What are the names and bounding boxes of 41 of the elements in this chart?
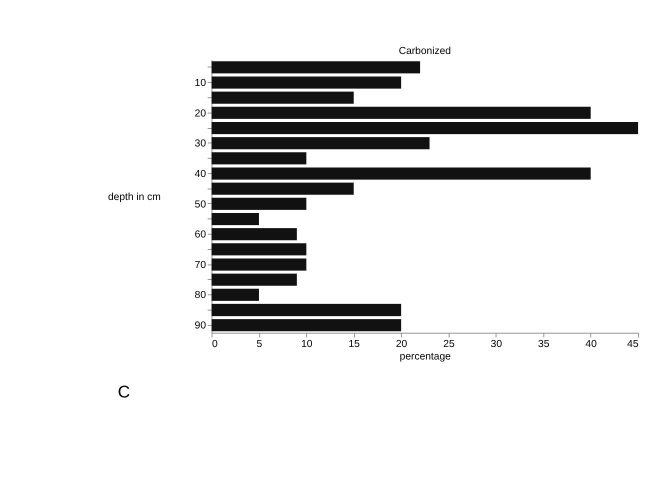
y-tick-label: 90 — [194, 320, 206, 332]
x-tick-label: 5 — [256, 338, 263, 350]
bar — [212, 106, 591, 119]
y-tick-label: 40 — [194, 168, 206, 180]
bar — [212, 122, 638, 134]
x-tick-label: 20 — [396, 338, 408, 350]
bar — [212, 288, 259, 301]
bar — [212, 167, 591, 180]
x-tick-label: 15 — [348, 338, 360, 350]
x-tick-label: 0 — [212, 338, 218, 350]
bar — [212, 319, 402, 332]
y-axis-title: depth in cm — [108, 192, 161, 204]
text: C — [118, 382, 130, 402]
bar — [212, 137, 430, 150]
bar — [212, 152, 306, 164]
y-tick-label: 20 — [194, 108, 206, 120]
y-tick-label: 80 — [194, 290, 206, 302]
bar — [212, 228, 297, 240]
y-tick-label: 30 — [194, 138, 206, 150]
y-tick-label: 60 — [194, 230, 206, 241]
y-tick-label: 10 — [194, 78, 206, 89]
x-tick-label: 35 — [538, 338, 550, 350]
x-tick-label: 10 — [301, 338, 313, 350]
bar — [212, 92, 354, 104]
x-tick-label: 40 — [585, 338, 598, 350]
x-axis-title: percentage — [400, 352, 452, 363]
bar — [212, 212, 259, 226]
chart-title: Carbonized — [398, 46, 452, 57]
y-tick-label: 70 — [194, 260, 206, 271]
bar — [212, 243, 306, 256]
x-tick-label: 30 — [490, 338, 502, 350]
bar — [212, 304, 402, 316]
bar — [212, 198, 306, 210]
bar — [212, 61, 420, 74]
x-tick-label: 45 — [627, 338, 639, 350]
bar — [212, 258, 306, 271]
bar — [212, 274, 297, 286]
bar — [212, 182, 354, 195]
bar — [212, 76, 402, 89]
x-tick-label: 25 — [443, 338, 455, 350]
y-tick-label: 50 — [194, 199, 206, 210]
